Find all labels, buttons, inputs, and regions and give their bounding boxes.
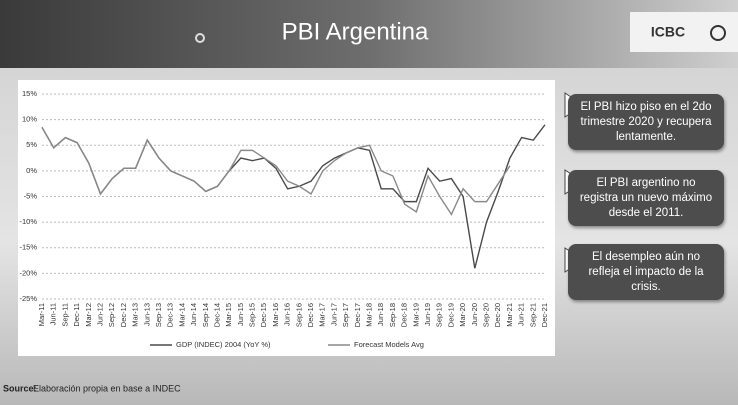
x-tick-label: Jun-19 [423, 303, 432, 326]
y-tick-label: -5% [24, 191, 38, 200]
decor [195, 33, 205, 43]
x-tick-label: Sep-11 [60, 303, 69, 327]
logo-bg [630, 12, 738, 52]
x-tick-label: Jun-21 [517, 303, 526, 326]
x-tick-label: Dec-19 [446, 303, 455, 327]
x-tick-label: Sep-14 [201, 303, 210, 327]
y-tick-label: 5% [26, 140, 37, 149]
x-tick-label: Sep-15 [248, 303, 257, 327]
y-tick-label: 10% [22, 115, 37, 124]
x-tick-label: Dec-15 [259, 303, 268, 327]
logo: ICBC [651, 24, 685, 40]
x-tick-label: Sep-13 [154, 303, 163, 327]
x-tick-label: Dec-11 [72, 303, 81, 327]
x-tick-label: Jun-20 [470, 303, 479, 326]
y-tick-label: -20% [19, 268, 37, 277]
x-tick-label: Sep-21 [528, 303, 537, 327]
source-text: Elaboración propia en base a INDEC [33, 383, 181, 393]
x-tick-label: Mar-11 [37, 303, 46, 326]
x-tick-label: Sep-12 [107, 303, 116, 327]
y-tick-label: -25% [19, 294, 37, 303]
x-tick-label: Jun-12 [95, 303, 104, 326]
legend-label: Forecast Models Avg [354, 340, 424, 349]
x-tick-label: Dec-16 [306, 303, 315, 327]
x-tick-label: Mar-18 [365, 303, 374, 327]
x-tick-label: Jun-16 [283, 303, 292, 326]
x-tick-label: Dec-12 [119, 303, 128, 327]
x-tick-label: Jun-15 [236, 303, 245, 326]
legend-label: GDP (INDEC) 2004 (YoY %) [176, 340, 271, 349]
x-tick-label: Mar-13 [131, 303, 140, 327]
callout: El desempleo aún no refleja el impacto d… [568, 244, 724, 300]
x-tick-label: Mar-14 [177, 303, 186, 327]
x-tick-label: Sep-19 [435, 303, 444, 327]
x-tick-label: Mar-21 [505, 303, 514, 327]
x-tick-label: Jun-11 [49, 303, 58, 325]
x-tick-label: Sep-17 [341, 303, 350, 327]
x-tick-label: Mar-16 [271, 303, 280, 327]
y-tick-label: 15% [22, 89, 37, 98]
x-tick-label: Mar-17 [318, 303, 327, 327]
x-tick-label: Jun-13 [142, 303, 151, 326]
x-tick-label: Dec-14 [212, 303, 221, 327]
y-tick-label: -15% [19, 243, 37, 252]
x-tick-label: Mar-12 [84, 303, 93, 327]
logo-mark [710, 25, 726, 41]
y-tick-label: 0% [26, 166, 37, 175]
x-tick-label: Dec-13 [166, 303, 175, 327]
callout: El PBI hizo piso en el 2do trimestre 202… [568, 94, 724, 150]
series-line [41, 126, 511, 216]
x-tick-label: Jun-18 [376, 303, 385, 326]
x-tick-label: Jun-17 [329, 303, 338, 326]
y-tick-label: -10% [19, 217, 37, 226]
x-tick-label: Sep-18 [388, 303, 397, 327]
x-tick-label: Sep-16 [294, 303, 303, 327]
x-tick-label: Dec-17 [353, 303, 362, 327]
slide-title: PBI Argentina [282, 18, 429, 45]
x-tick-label: Mar-19 [411, 303, 420, 327]
header-band [0, 0, 738, 68]
x-tick-label: Mar-20 [458, 303, 467, 327]
callout: El PBI argentino no registra un nuevo má… [568, 170, 724, 226]
x-tick-label: Sep-20 [481, 303, 490, 327]
x-tick-label: Mar-15 [224, 303, 233, 327]
x-tick-label: Dec-21 [540, 303, 549, 327]
x-tick-label: Dec-18 [400, 303, 409, 327]
x-tick-label: Jun-14 [189, 303, 198, 326]
source-label: Source: [3, 383, 37, 393]
plot-background [18, 80, 555, 356]
x-tick-label: Dec-20 [493, 303, 502, 327]
